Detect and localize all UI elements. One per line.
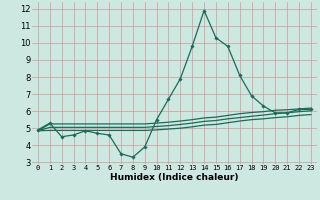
X-axis label: Humidex (Indice chaleur): Humidex (Indice chaleur) — [110, 173, 239, 182]
